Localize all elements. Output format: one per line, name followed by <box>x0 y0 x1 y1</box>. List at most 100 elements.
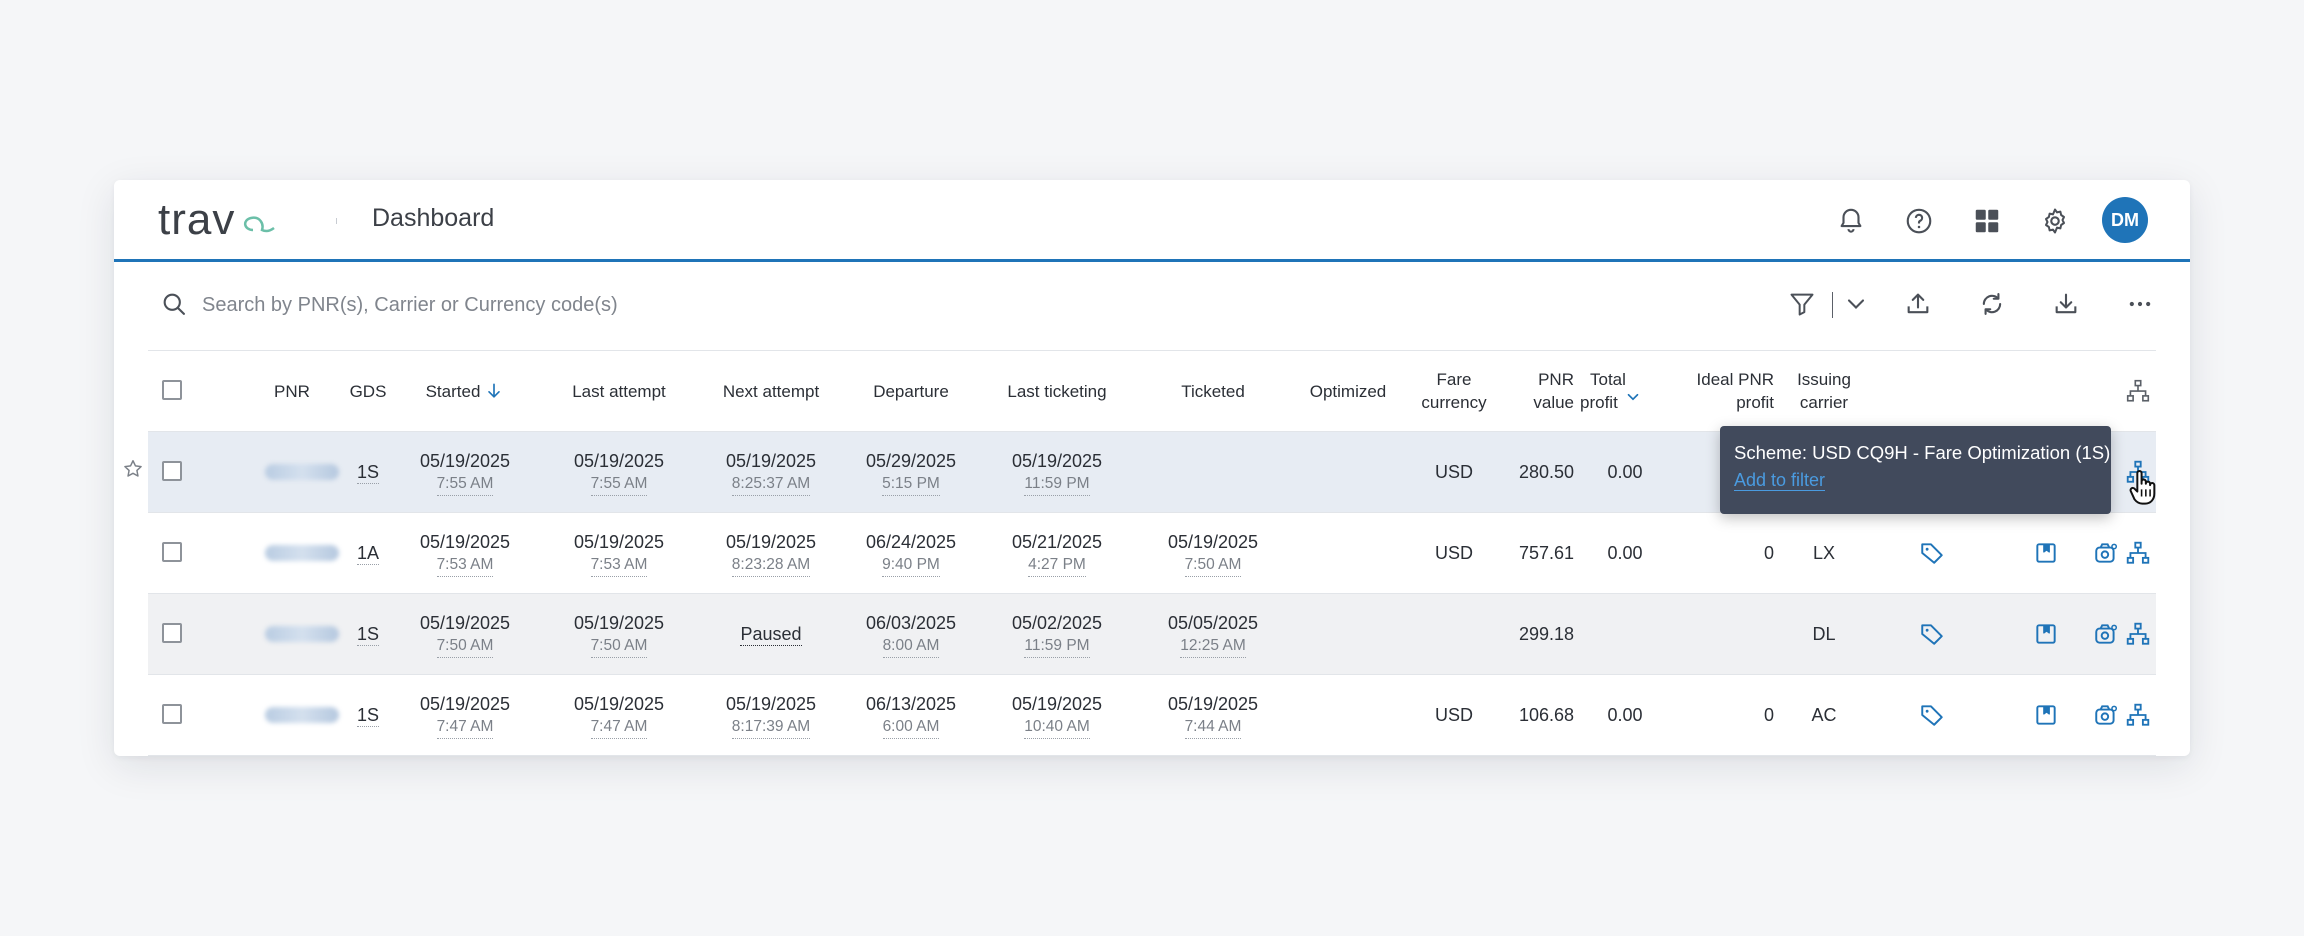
bookmark-icon[interactable] <box>2032 620 2060 648</box>
status-paused[interactable]: Paused <box>740 623 802 646</box>
apps-grid-icon[interactable] <box>1968 202 2006 240</box>
cell-gds: 1S <box>356 704 380 727</box>
col-optimized[interactable]: Optimized <box>1309 381 1387 401</box>
bell-icon[interactable] <box>1832 202 1870 240</box>
col-pnr[interactable]: PNR <box>274 381 310 401</box>
filter-icon[interactable] <box>1786 288 1818 320</box>
col-total-profit[interactable]: Total profit <box>1580 351 1670 431</box>
cell-started-date: 05/19/2025 <box>419 450 511 471</box>
cell-last-attempt-date: 05/19/2025 <box>573 531 665 552</box>
cell-pnr-value: 299.18 <box>1518 624 1574 644</box>
col-issuing-carrier[interactable]: Issuing carrier <box>1784 351 1864 431</box>
cell-ticketed-date: 05/19/2025 <box>1167 693 1259 714</box>
hierarchy-icon[interactable] <box>2124 539 2152 567</box>
col-pnr-value-l2: value <box>1533 393 1574 412</box>
app-header: trav Dashboard DM <box>114 180 2190 262</box>
user-avatar[interactable]: DM <box>2102 197 2148 243</box>
tag-icon[interactable] <box>1918 539 1946 567</box>
camera-settings-icon[interactable] <box>2092 539 2120 567</box>
select-all-checkbox[interactable] <box>162 380 182 400</box>
col-fare-currency[interactable]: Fare currency <box>1404 351 1504 431</box>
cell-started-time: 7:50 AM <box>436 635 494 658</box>
col-total-profit-l2: profit <box>1580 393 1618 412</box>
cell-total-profit: 0.00 <box>1607 462 1643 482</box>
col-fare-currency-l2: currency <box>1421 393 1487 412</box>
col-total-profit-l1: Total <box>1590 370 1626 389</box>
col-last-attempt[interactable]: Last attempt <box>572 381 666 401</box>
refresh-icon[interactable] <box>1976 288 2008 320</box>
cell-total-profit: 0.00 <box>1607 705 1643 725</box>
tag-icon[interactable] <box>1918 620 1946 648</box>
search-input[interactable] <box>200 287 1004 323</box>
cell-pnr-value: 757.61 <box>1518 543 1574 563</box>
hand-cursor-icon <box>2129 470 2156 505</box>
col-ticketed[interactable]: Ticketed <box>1181 381 1245 401</box>
col-started[interactable]: Started <box>400 351 530 431</box>
col-gds[interactable]: GDS <box>349 381 387 401</box>
pnr-redacted[interactable] <box>265 464 339 480</box>
col-ideal-pnr-profit[interactable]: Ideal PNR profit <box>1678 351 1774 431</box>
chevron-down-icon[interactable] <box>1840 288 1872 320</box>
add-to-filter-link[interactable]: Add to filter <box>1734 470 1826 491</box>
help-icon[interactable] <box>1900 202 1938 240</box>
svg-text:trav: trav <box>158 196 235 244</box>
sort-arrow-down-icon <box>488 383 501 398</box>
cell-next-attempt-date: 05/19/2025 <box>725 450 817 471</box>
page-title: Dashboard <box>372 204 495 232</box>
cell-ticketed-time: 7:44 AM <box>1184 716 1242 739</box>
more-icon[interactable] <box>2124 288 2156 320</box>
bookmark-icon[interactable] <box>2032 701 2060 729</box>
cell-last-attempt-time: 7:47 AM <box>590 716 648 739</box>
row-checkbox[interactable] <box>162 542 182 562</box>
scheme-tooltip: Scheme: USD CQ9H - Fare Optimization (1S… <box>1720 426 2111 514</box>
hierarchy-icon[interactable] <box>2124 620 2152 648</box>
pnr-redacted[interactable] <box>265 545 339 561</box>
cell-last-attempt-date: 05/19/2025 <box>573 612 665 633</box>
download-icon[interactable] <box>2050 288 2082 320</box>
cell-gds: 1A <box>356 542 380 565</box>
cell-departure-date: 06/13/2025 <box>865 693 957 714</box>
row-checkbox[interactable] <box>162 623 182 643</box>
col-next-attempt[interactable]: Next attempt <box>722 381 820 401</box>
tag-icon[interactable] <box>1918 701 1946 729</box>
cell-ticketed-date: 05/19/2025 <box>1167 531 1259 552</box>
row-checkbox[interactable] <box>162 704 182 724</box>
cell-last-ticketing-time: 10:40 AM <box>1024 716 1090 739</box>
cell-departure-time: 8:00 AM <box>882 635 940 658</box>
col-last-ticketing[interactable]: Last ticketing <box>1007 381 1107 401</box>
cell-last-ticketing-date: 05/02/2025 <box>1011 612 1103 633</box>
row-checkbox[interactable] <box>162 461 182 481</box>
trava-logo[interactable]: trav <box>158 195 288 246</box>
cell-last-attempt-time: 7:55 AM <box>590 473 648 496</box>
cell-departure-date: 06/24/2025 <box>865 531 957 552</box>
pnr-redacted[interactable] <box>265 626 339 642</box>
cell-fare-currency: USD <box>1434 705 1473 725</box>
table-row[interactable]: 1S 05/19/2025 7:50 AM 05/19/2025 7:50 AM P… <box>148 594 2156 675</box>
table-row[interactable]: 1A 05/19/2025 7:53 AM 05/19/2025 7:53 AM 0… <box>148 513 2156 594</box>
settings-gear-icon[interactable] <box>2036 202 2074 240</box>
cell-next-attempt-time: 8:17:39 AM <box>731 716 811 739</box>
table-row[interactable]: 1S 05/19/2025 7:47 AM 05/19/2025 7:47 AM 0… <box>148 675 2156 756</box>
toolbar-divider <box>1832 292 1833 318</box>
bookmark-icon[interactable] <box>2032 539 2060 567</box>
cell-last-ticketing-date: 05/21/2025 <box>1011 531 1103 552</box>
cell-started-date: 05/19/2025 <box>419 693 511 714</box>
cell-fare-currency: USD <box>1434 543 1473 563</box>
camera-settings-icon[interactable] <box>2092 701 2120 729</box>
hierarchy-icon[interactable] <box>2124 377 2152 405</box>
upload-icon[interactable] <box>1902 288 1934 320</box>
star-icon[interactable] <box>122 458 144 480</box>
cell-issuing-carrier: AC <box>1811 705 1837 725</box>
cell-last-ticketing-time: 11:59 PM <box>1024 473 1090 496</box>
hierarchy-icon[interactable] <box>2124 701 2152 729</box>
cell-next-attempt-time: 8:23:28 AM <box>731 554 811 577</box>
col-departure[interactable]: Departure <box>873 381 949 401</box>
pnr-redacted[interactable] <box>265 707 339 723</box>
col-pnr-value-l1: PNR <box>1538 370 1574 389</box>
cell-last-ticketing-time: 11:59 PM <box>1024 635 1090 658</box>
cell-last-ticketing-time: 4:27 PM <box>1028 554 1086 577</box>
cell-last-attempt-time: 7:53 AM <box>590 554 648 577</box>
col-pnr-value[interactable]: PNR value <box>1494 351 1574 431</box>
camera-settings-icon[interactable] <box>2092 620 2120 648</box>
cell-started-date: 05/19/2025 <box>419 612 511 633</box>
